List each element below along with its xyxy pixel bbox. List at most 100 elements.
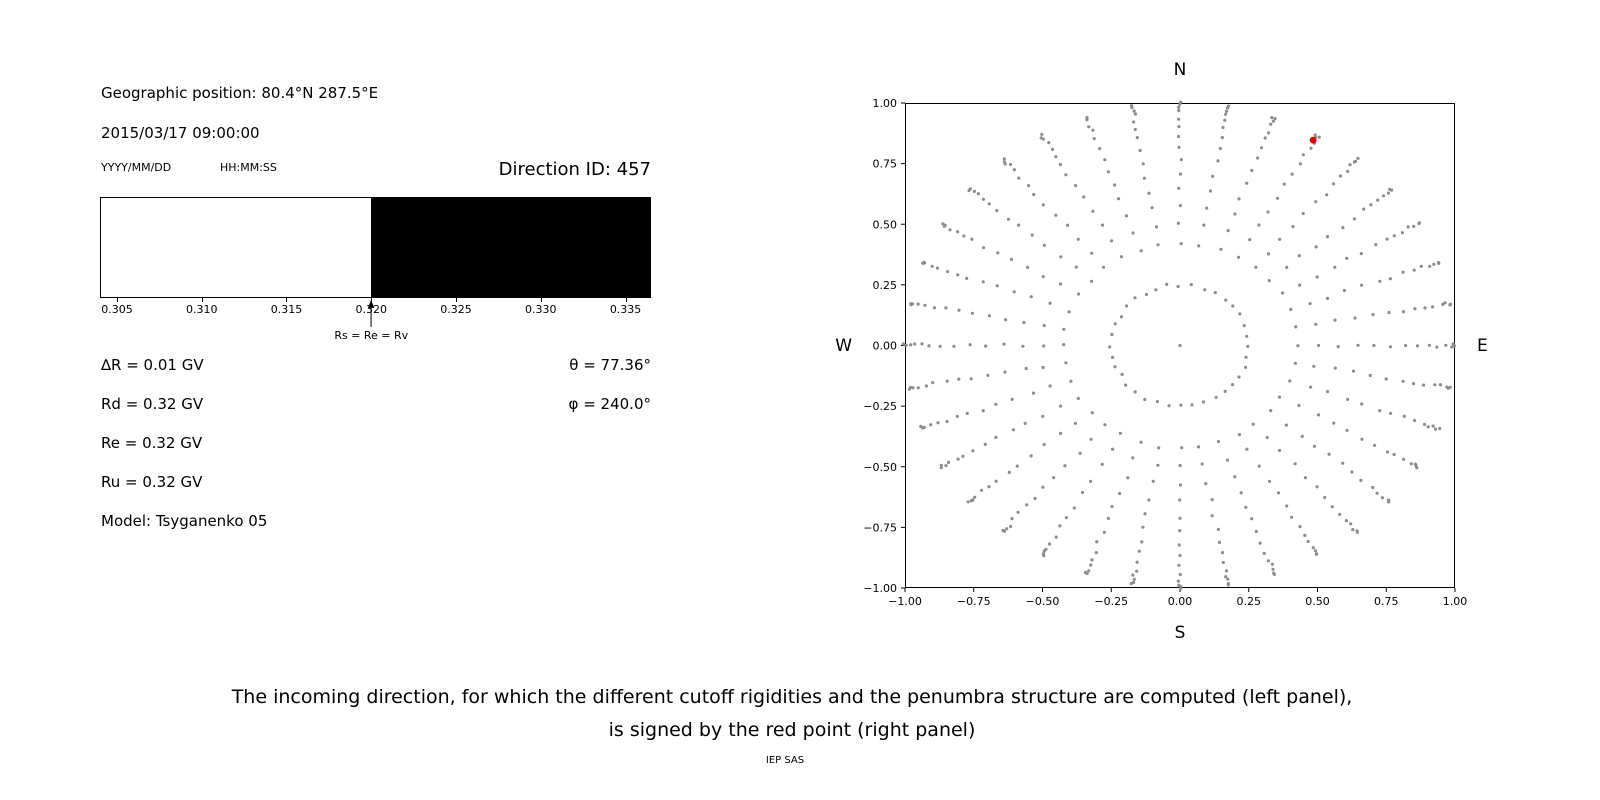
direction-point <box>1142 176 1146 180</box>
direction-point <box>1359 283 1364 287</box>
direction-point <box>1423 306 1427 310</box>
direction-point <box>1349 522 1353 526</box>
direction-point <box>1342 288 1346 293</box>
direction-point <box>1437 261 1441 265</box>
direction-point <box>1059 255 1063 259</box>
direction-point <box>1132 109 1136 113</box>
direction-point <box>1433 383 1437 387</box>
direction-point <box>1224 298 1228 302</box>
direction-point <box>1385 237 1389 241</box>
direction-point <box>1226 582 1230 586</box>
direction-point <box>1042 344 1046 348</box>
penumbra-tick <box>625 298 627 302</box>
direction-point <box>1052 476 1056 480</box>
direction-point <box>956 230 960 234</box>
direction-point <box>1092 137 1096 141</box>
y-tick-label: −0.25 <box>863 400 897 413</box>
direction-point <box>1177 563 1181 567</box>
direction-point <box>916 386 920 390</box>
direction-point <box>1024 366 1028 371</box>
direction-point <box>1224 569 1229 573</box>
direction-point <box>1006 217 1011 221</box>
direction-point <box>1237 375 1241 379</box>
direction-point <box>1352 217 1356 221</box>
direction-point <box>1003 370 1007 374</box>
direction-point <box>924 384 928 388</box>
y-tick-label: 0.75 <box>873 158 898 171</box>
direction-point <box>973 495 977 499</box>
penumbra-tick-label: 0.325 <box>440 303 472 316</box>
direction-point <box>1298 283 1302 287</box>
direction-point <box>921 426 925 430</box>
direction-point <box>1344 519 1348 523</box>
direction-point <box>1087 569 1091 573</box>
direction-point <box>1151 479 1155 483</box>
direction-point <box>1401 310 1406 314</box>
direction-point <box>944 306 948 310</box>
direction-point <box>1216 439 1221 444</box>
re-value: Re = 0.32 GV <box>101 434 203 452</box>
direction-point <box>1280 291 1285 295</box>
x-tick-label: 0.00 <box>1168 595 1193 608</box>
direction-point <box>1256 156 1260 160</box>
direction-point <box>1126 476 1130 480</box>
direction-point <box>942 224 946 228</box>
direction-point <box>1007 470 1011 474</box>
direction-point <box>1303 476 1307 480</box>
direction-point <box>956 457 960 461</box>
direction-point <box>1219 247 1223 251</box>
direction-point <box>1330 505 1334 509</box>
direction-point <box>1221 560 1225 565</box>
direction-point <box>1298 525 1302 529</box>
direction-point <box>1359 478 1363 482</box>
direction-point <box>1254 529 1258 534</box>
direction-point <box>1108 345 1112 349</box>
direction-point <box>1438 383 1443 387</box>
direction-point <box>1009 524 1013 529</box>
direction-point <box>965 411 969 415</box>
direction-point <box>1154 225 1159 229</box>
direction-point <box>968 343 972 347</box>
direction-point <box>1426 425 1430 429</box>
direction-point <box>1178 343 1182 348</box>
direction-point <box>1031 391 1036 395</box>
direction-point <box>1346 169 1350 173</box>
direction-point <box>1224 575 1228 579</box>
direction-scatter-plot: −1.00 −0.75 −0.50 −0.25 0.00 0.25 0.50 0.75 1.00… <box>863 97 1467 608</box>
penumbra-segment <box>371 198 650 297</box>
direction-point <box>1289 307 1293 311</box>
direction-point <box>1177 145 1181 149</box>
direction-point <box>1157 446 1161 450</box>
direction-id: Direction ID: 457 <box>498 159 651 180</box>
direction-point <box>1089 437 1093 441</box>
direction-point <box>1378 409 1382 413</box>
direction-point <box>1452 344 1456 348</box>
direction-point <box>1218 146 1222 151</box>
direction-point <box>1010 517 1014 521</box>
direction-point <box>1154 288 1158 292</box>
direction-point <box>1016 510 1020 514</box>
direction-point <box>1143 512 1147 516</box>
direction-point <box>1131 573 1135 577</box>
penumbra-tick-label: 0.305 <box>101 303 133 316</box>
direction-point <box>1085 571 1089 575</box>
direction-point <box>981 409 985 413</box>
direction-point <box>1111 355 1115 359</box>
direction-point <box>1041 414 1045 418</box>
direction-point <box>1409 462 1413 466</box>
direction-point <box>1338 174 1342 178</box>
direction-point <box>1333 265 1337 269</box>
direction-point <box>1178 529 1182 533</box>
direction-point <box>1064 173 1068 177</box>
direction-point <box>1333 318 1337 322</box>
direction-point <box>1054 535 1058 539</box>
y-tick-label: 0.00 <box>873 340 898 353</box>
direction-point <box>1262 551 1266 555</box>
compass-south-label: S <box>1174 623 1186 643</box>
direction-point <box>1041 365 1045 370</box>
direction-point <box>1204 482 1208 486</box>
direction-point <box>1301 211 1305 216</box>
direction-point <box>1094 551 1098 555</box>
direction-point <box>987 202 991 206</box>
direction-point <box>1291 225 1295 229</box>
